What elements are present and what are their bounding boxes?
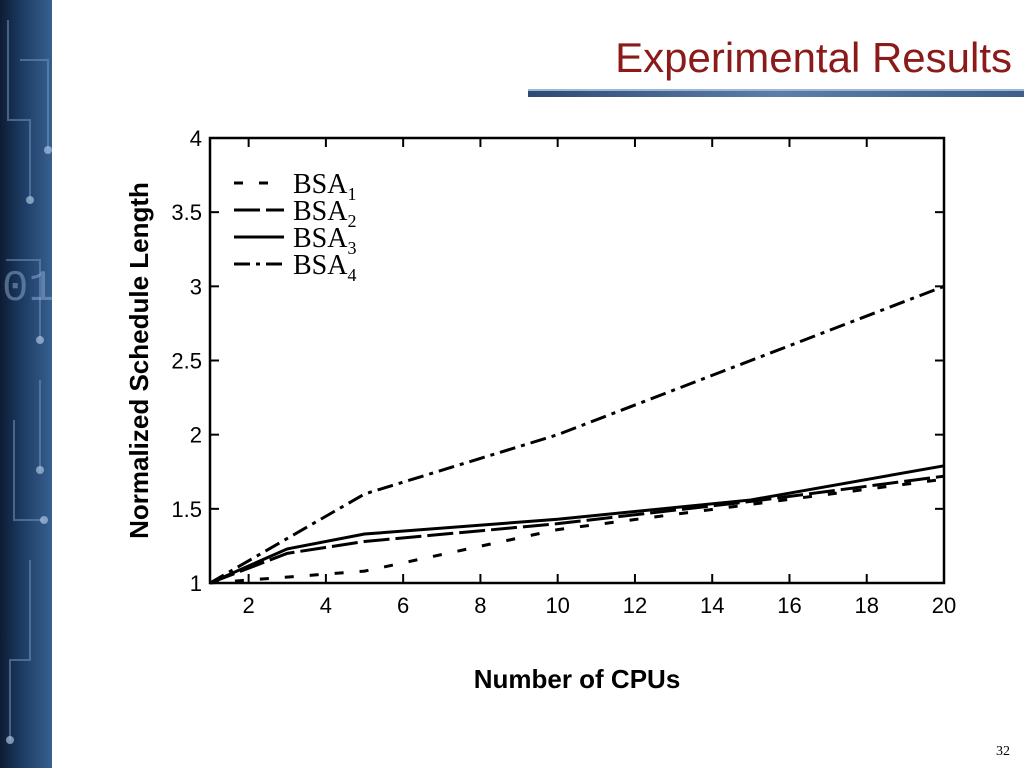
y-tick-label: 1.5 xyxy=(171,497,202,522)
series-line-4 xyxy=(209,284,945,585)
x-tick-label: 6 xyxy=(397,593,409,618)
x-tick-label: 20 xyxy=(932,593,956,618)
svg-text:01: 01 xyxy=(2,264,52,314)
circuit-pattern-icon: 01 xyxy=(2,20,52,744)
x-tick-label: 12 xyxy=(623,593,647,618)
legend-series-subscript: 4 xyxy=(347,265,356,285)
legend-series-subscript: 1 xyxy=(347,184,356,204)
series-line-2 xyxy=(209,474,945,585)
x-axis-label: Number of CPUs xyxy=(474,664,681,694)
legend-series-subscript: 3 xyxy=(347,238,356,258)
legend-label-2: BSA2 xyxy=(293,196,356,231)
x-tick-label: 18 xyxy=(854,593,878,618)
legend-series-name: BSA xyxy=(293,223,348,254)
y-tick-label: 2 xyxy=(190,423,202,448)
y-axis-label: Normalized Schedule Length xyxy=(124,182,154,539)
y-tick-label: 3 xyxy=(190,274,202,299)
y-tick-label: 3.5 xyxy=(171,200,202,225)
legend-series-name: BSA xyxy=(293,196,348,227)
x-tick-label: 14 xyxy=(700,593,724,618)
series-line-3 xyxy=(209,464,945,585)
legend-label-4: BSA4 xyxy=(293,250,356,285)
legend-label-3: BSA3 xyxy=(293,223,356,258)
legend-series-subscript: 2 xyxy=(347,211,356,231)
y-tick-label: 2.5 xyxy=(171,349,202,374)
x-tick-label: 16 xyxy=(777,593,801,618)
x-tick-label: 2 xyxy=(243,593,255,618)
x-tick-label: 10 xyxy=(545,593,569,618)
page-number: 32 xyxy=(996,744,1010,759)
legend-label-1: BSA1 xyxy=(293,169,356,204)
title-underline xyxy=(528,89,1024,97)
slide-title: Experimental Results xyxy=(615,34,1012,81)
x-tick-label: 4 xyxy=(320,593,332,618)
y-tick-label: 1 xyxy=(190,571,202,596)
y-tick-label: 4 xyxy=(190,126,202,151)
x-tick-label: 8 xyxy=(474,593,486,618)
legend-series-name: BSA xyxy=(293,169,348,200)
legend-series-name: BSA xyxy=(293,250,348,281)
decorative-sidebar: 01 xyxy=(0,0,52,768)
series-line-1 xyxy=(209,477,945,585)
